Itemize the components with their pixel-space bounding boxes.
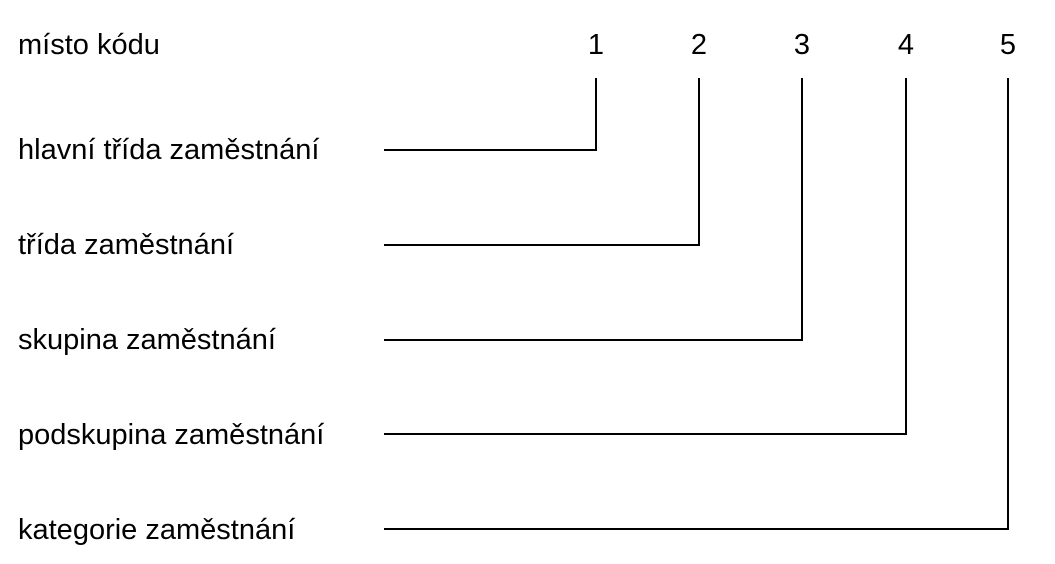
connector-class xyxy=(384,78,700,246)
level-label-subgroup: podskupina zaměstnání xyxy=(18,419,325,451)
code-position-5: 5 xyxy=(999,29,1017,61)
level-label-category: kategorie zaměstnání xyxy=(18,514,296,546)
connector-main-class xyxy=(384,78,597,151)
code-position-3: 3 xyxy=(793,29,811,61)
connector-subgroup xyxy=(384,78,907,435)
level-label-group: skupina zaměstnání xyxy=(18,324,276,356)
code-position-header-label: místo kódu xyxy=(18,29,160,61)
level-label-main-class: hlavní třída zaměstnání xyxy=(18,134,320,166)
code-position-2: 2 xyxy=(690,29,708,61)
connector-group xyxy=(384,78,803,341)
code-position-1: 1 xyxy=(587,29,605,61)
level-label-class: třída zaměstnání xyxy=(18,229,234,261)
connector-category xyxy=(384,78,1009,530)
code-position-4: 4 xyxy=(897,29,915,61)
